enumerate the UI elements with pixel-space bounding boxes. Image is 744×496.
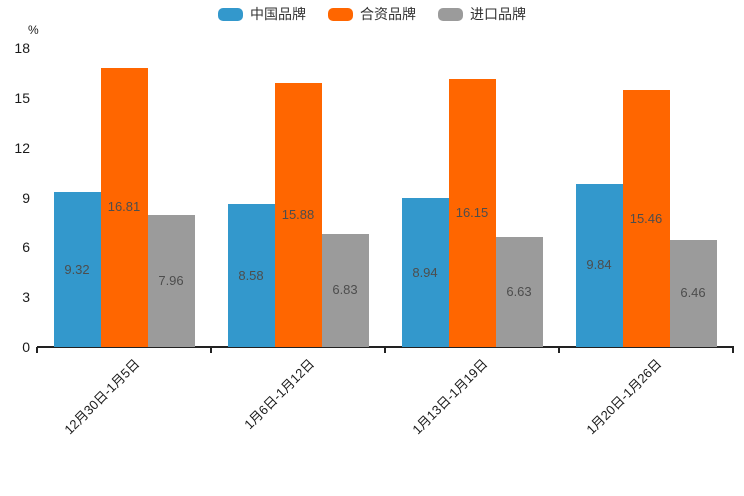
bar-合资品牌-0 <box>100 67 148 347</box>
x-axis-label: 12月30日-1月5日 <box>61 356 143 438</box>
bar-value-label: 6.46 <box>680 285 706 301</box>
y-axis-tick-label: 12 <box>14 139 30 156</box>
legend-marker-import-brand <box>438 8 463 21</box>
bar-进口品牌-2 <box>495 236 543 347</box>
bar-value-label: 15.88 <box>281 207 315 223</box>
y-axis-tick-label: 18 <box>14 40 30 56</box>
x-axis-tick <box>210 347 212 353</box>
bar-value-label: 16.81 <box>107 199 141 215</box>
legend-item-import-brand[interactable]: 进口品牌 <box>438 7 526 22</box>
x-axis-tick <box>732 347 734 353</box>
bar-进口品牌-3 <box>669 239 717 347</box>
x-axis-label: 1月6日-1月12日 <box>240 356 317 433</box>
x-axis-tick <box>558 347 560 353</box>
bar-合资品牌-1 <box>274 83 322 347</box>
bar-合资品牌-3 <box>622 90 670 347</box>
legend-marker-joint-venture-brand <box>328 8 353 21</box>
x-axis-label: 1月20日-1月26日 <box>583 356 665 438</box>
bar-进口品牌-1 <box>321 233 369 347</box>
y-axis-unit-label: % <box>28 23 39 37</box>
y-axis-tick-label: 0 <box>22 339 30 355</box>
bar-进口品牌-0 <box>147 214 195 347</box>
legend-marker-china-brand <box>218 8 243 21</box>
x-axis-tick <box>36 347 38 353</box>
bar-value-label: 16.15 <box>455 204 489 220</box>
bar-value-label: 8.94 <box>412 264 438 280</box>
bar-中国品牌-1 <box>227 204 275 347</box>
legend: 中国品牌 合资品牌 进口品牌 <box>0 7 744 22</box>
legend-item-china-brand[interactable]: 中国品牌 <box>218 7 306 22</box>
bar-value-label: 8.58 <box>238 267 264 283</box>
bar-合资品牌-2 <box>448 78 496 347</box>
legend-label-import-brand: 进口品牌 <box>470 6 526 22</box>
y-axis-tick-label: 9 <box>22 189 30 206</box>
y-axis-tick-label: 15 <box>14 89 30 106</box>
bar-中国品牌-3 <box>575 183 623 347</box>
bar-中国品牌-0 <box>53 192 101 347</box>
legend-label-china-brand: 中国品牌 <box>250 6 306 22</box>
x-axis-label: 1月13日-1月19日 <box>409 356 491 438</box>
y-axis-tick-label: 3 <box>22 289 30 306</box>
legend-item-joint-venture-brand[interactable]: 合资品牌 <box>328 7 416 22</box>
bar-value-label: 9.32 <box>64 261 90 277</box>
legend-label-joint-venture-brand: 合资品牌 <box>360 6 416 22</box>
bar-value-label: 15.46 <box>629 210 663 226</box>
x-axis-tick <box>384 347 386 353</box>
y-axis-tick-label: 6 <box>22 239 30 256</box>
bar-value-label: 7.96 <box>158 272 184 288</box>
bar-value-label: 6.63 <box>506 283 532 299</box>
bar-中国品牌-2 <box>401 198 449 347</box>
bar-value-label: 6.83 <box>332 282 358 298</box>
bar-value-label: 9.84 <box>586 257 612 273</box>
